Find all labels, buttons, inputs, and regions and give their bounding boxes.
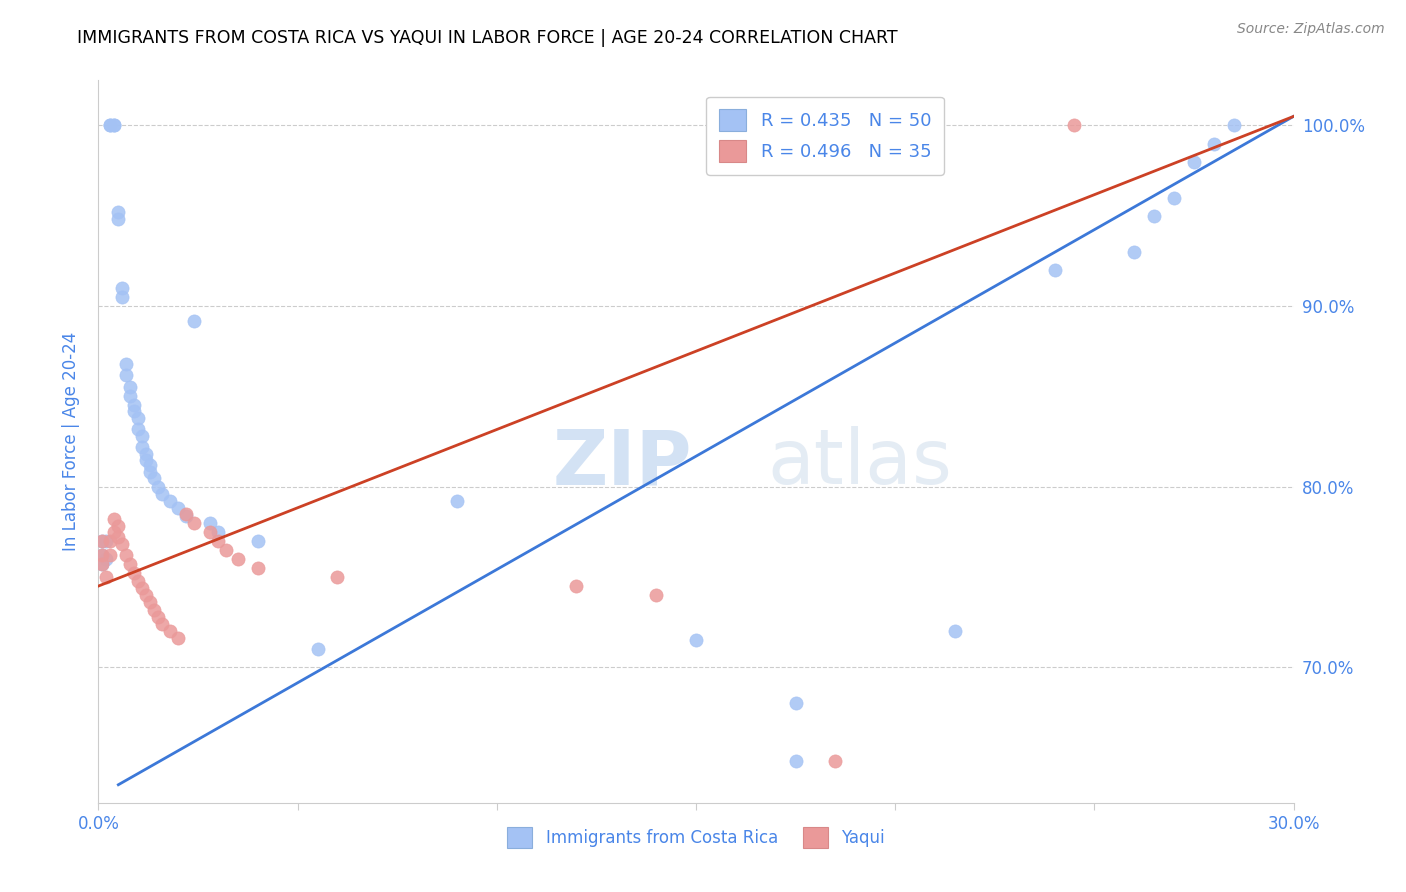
Point [139, 458, 162, 472]
Point [127, 574, 149, 588]
Point [91, 558, 114, 572]
Point [148, 480, 170, 494]
Point [120, 380, 142, 394]
Point [785, 754, 807, 768]
Point [159, 624, 181, 639]
Point [1182, 154, 1205, 169]
Point [96, 533, 118, 548]
Point [115, 549, 138, 563]
Point [1123, 244, 1146, 259]
Point [167, 501, 190, 516]
Point [96, 552, 118, 566]
Point [150, 617, 173, 632]
Point [107, 530, 129, 544]
Point [1063, 119, 1085, 133]
Point [246, 533, 269, 548]
Y-axis label: In Labor Force | Age 20-24: In Labor Force | Age 20-24 [62, 332, 80, 551]
Text: atlas: atlas [768, 426, 952, 500]
Point [91, 549, 114, 563]
Point [785, 697, 807, 711]
Point [307, 642, 329, 657]
Point [446, 494, 468, 508]
Point [96, 570, 118, 584]
Point [139, 595, 162, 609]
Point [198, 516, 221, 530]
Point [131, 581, 153, 595]
Point [124, 566, 146, 581]
Point [943, 624, 966, 639]
Point [111, 290, 134, 304]
Point [103, 119, 125, 133]
Point [111, 281, 134, 295]
Point [124, 398, 146, 412]
Point [685, 633, 707, 648]
Text: Source: ZipAtlas.com: Source: ZipAtlas.com [1237, 22, 1385, 37]
Point [120, 558, 142, 572]
Text: ZIP: ZIP [553, 426, 692, 500]
Point [103, 119, 125, 133]
Point [120, 389, 142, 403]
Point [115, 368, 138, 382]
Point [148, 609, 170, 624]
Point [127, 422, 149, 436]
Point [246, 561, 269, 575]
Point [183, 516, 205, 530]
Point [1163, 191, 1185, 205]
Point [645, 588, 668, 602]
Point [198, 524, 221, 539]
Point [131, 440, 153, 454]
Point [824, 754, 846, 768]
Point [174, 508, 197, 523]
Point [135, 588, 157, 602]
Point [98, 533, 122, 548]
Point [1143, 209, 1166, 223]
Point [91, 549, 114, 563]
Point [124, 404, 146, 418]
Point [107, 212, 129, 227]
Point [207, 524, 229, 539]
Point [1202, 136, 1225, 151]
Point [1223, 119, 1246, 133]
Point [139, 465, 162, 479]
Point [174, 507, 197, 521]
Point [135, 452, 157, 467]
Point [135, 447, 157, 461]
Text: IMMIGRANTS FROM COSTA RICA VS YAQUI IN LABOR FORCE | AGE 20-24 CORRELATION CHART: IMMIGRANTS FROM COSTA RICA VS YAQUI IN L… [77, 29, 898, 46]
Point [98, 119, 122, 133]
Point [167, 632, 190, 646]
Point [98, 119, 122, 133]
Point [107, 205, 129, 219]
Legend: Immigrants from Costa Rica, Yaqui: Immigrants from Costa Rica, Yaqui [499, 819, 893, 856]
Point [91, 533, 114, 548]
Point [91, 533, 114, 548]
Point [91, 558, 114, 572]
Point [565, 579, 588, 593]
Point [98, 549, 122, 563]
Point [226, 552, 249, 566]
Point [215, 542, 238, 557]
Point [115, 357, 138, 371]
Point [183, 313, 205, 327]
Point [159, 494, 181, 508]
Point [111, 537, 134, 551]
Point [103, 524, 125, 539]
Point [107, 519, 129, 533]
Point [1043, 263, 1066, 277]
Point [326, 570, 349, 584]
Point [150, 487, 173, 501]
Point [131, 429, 153, 443]
Point [127, 411, 149, 425]
Point [207, 533, 229, 548]
Point [103, 512, 125, 526]
Point [143, 602, 166, 616]
Point [143, 470, 166, 484]
